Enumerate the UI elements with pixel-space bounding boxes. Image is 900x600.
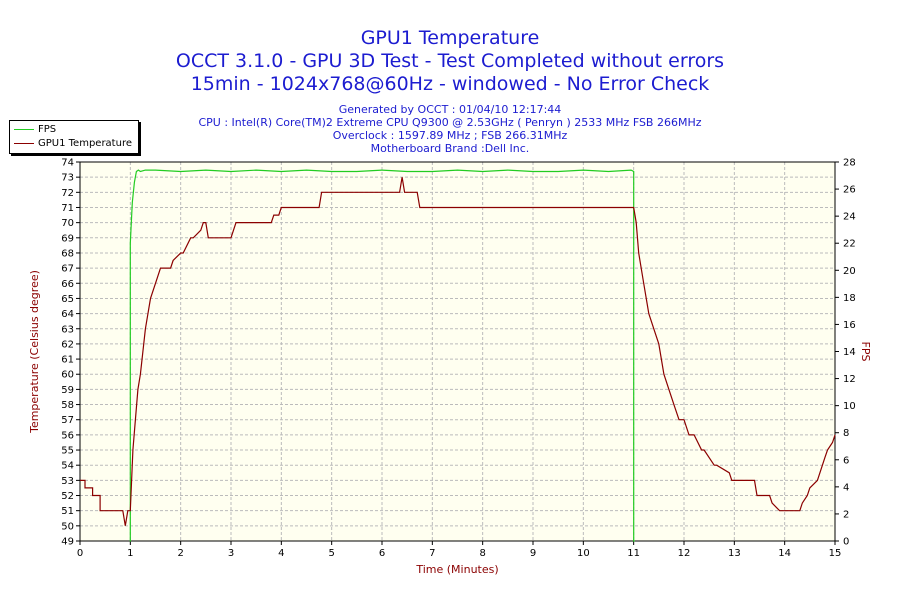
y-tick-label: 56 <box>61 430 74 441</box>
y-tick-label: 69 <box>61 233 74 244</box>
y-tick-label: 51 <box>61 506 74 517</box>
y2-tick-label: 26 <box>843 185 856 196</box>
y-tick-label: 64 <box>61 309 74 320</box>
y-tick-label: 60 <box>61 370 74 381</box>
x-tick-label: 0 <box>77 548 83 559</box>
y2-tick-label: 4 <box>843 482 849 493</box>
legend-swatch-gpu-temperature <box>14 142 34 144</box>
x-tick-label: 2 <box>177 548 183 559</box>
x-tick-label: 1 <box>127 548 133 559</box>
y2-tick-label: 16 <box>843 320 856 331</box>
y2-tick-label: 20 <box>843 266 856 277</box>
x-tick-label: 6 <box>379 548 385 559</box>
legend-item-fps: FPS <box>14 123 56 136</box>
y-tick-label: 67 <box>61 264 74 275</box>
legend-label-gpu-temperature: GPU1 Temperature <box>38 138 132 149</box>
y2-tick-label: 8 <box>843 428 849 439</box>
y2-tick-label: 6 <box>843 455 849 466</box>
x-tick-label: 11 <box>627 548 640 559</box>
y-tick-label: 57 <box>61 415 74 426</box>
y-tick-label: 72 <box>61 188 74 199</box>
plot-border <box>79 161 836 542</box>
y-tick-label: 68 <box>61 248 74 259</box>
info-generated: Generated by OCCT : 01/04/10 12:17:44 <box>338 103 562 116</box>
y-tick-label: 53 <box>61 476 74 487</box>
y2-tick-label: 22 <box>843 239 856 250</box>
legend-label-fps: FPS <box>38 124 57 135</box>
legend-item-gpu-temperature: GPU1 Temperature <box>14 137 132 150</box>
y-tick-label: 66 <box>61 279 74 290</box>
y-tick-label: 65 <box>61 294 74 305</box>
y-tick-label: 55 <box>61 446 74 457</box>
y-tick-label: 50 <box>61 521 74 532</box>
y2-tick-label: 12 <box>843 374 856 385</box>
x-tick-label: 7 <box>429 548 435 559</box>
x-tick-label: 5 <box>328 548 334 559</box>
chart-legend: FPS GPU1 Temperature <box>9 120 139 154</box>
x-tick-label: 13 <box>728 548 741 559</box>
y2-tick-label: 14 <box>843 347 856 358</box>
x-tick-label: 4 <box>278 548 284 559</box>
y2-tick-label: 18 <box>843 293 856 304</box>
y-tick-label: 59 <box>61 385 74 396</box>
chart-subtitle-2: 15min - 1024x768@60Hz - windowed - No Er… <box>190 73 710 95</box>
chart-title: GPU1 Temperature <box>360 27 540 49</box>
info-motherboard: Motherboard Brand :Dell Inc. <box>370 142 530 155</box>
series-line-gpu-temperature <box>80 177 836 526</box>
y-tick-label: 70 <box>61 218 74 229</box>
y-tick-label: 61 <box>61 355 74 366</box>
y2-tick-label: 10 <box>843 401 856 412</box>
y-tick-label: 63 <box>61 324 74 335</box>
y-tick-label: 49 <box>61 537 74 548</box>
y-tick-label: 54 <box>61 461 74 472</box>
y-axis-label: Temperature (Celsius degree) <box>28 270 41 434</box>
y-tick-label: 58 <box>61 400 74 411</box>
x-tick-label: 9 <box>530 548 536 559</box>
y2-axis-label: FPS <box>859 342 872 362</box>
y-tick-label: 62 <box>61 339 74 350</box>
series-line-fps <box>129 169 635 542</box>
chart-subtitle-1: OCCT 3.1.0 - GPU 3D Test - Test Complete… <box>175 50 725 72</box>
y2-tick-label: 28 <box>843 158 856 169</box>
plot-area <box>80 162 835 541</box>
x-tick-label: 3 <box>228 548 234 559</box>
y-tick-label: 71 <box>61 203 74 214</box>
x-tick-label: 8 <box>479 548 485 559</box>
y2-tick-label: 24 <box>843 212 856 223</box>
x-tick-label: 10 <box>577 548 590 559</box>
y-tick-label: 52 <box>61 491 74 502</box>
info-overclock: Overclock : 1597.89 MHz ; FSB 266.31MHz <box>332 129 568 142</box>
y2-tick-label: 2 <box>843 509 849 520</box>
y-tick-label: 73 <box>61 173 74 184</box>
x-tick-label: 12 <box>678 548 691 559</box>
x-tick-label: 14 <box>778 548 791 559</box>
info-cpu: CPU : Intel(R) Core(TM)2 Extreme CPU Q93… <box>198 116 702 129</box>
y2-tick-label: 0 <box>843 537 849 548</box>
x-tick-label: 15 <box>829 548 842 559</box>
y-tick-label: 74 <box>61 158 74 169</box>
x-axis-label: Time (Minutes) <box>415 563 498 576</box>
legend-swatch-fps <box>14 128 34 130</box>
